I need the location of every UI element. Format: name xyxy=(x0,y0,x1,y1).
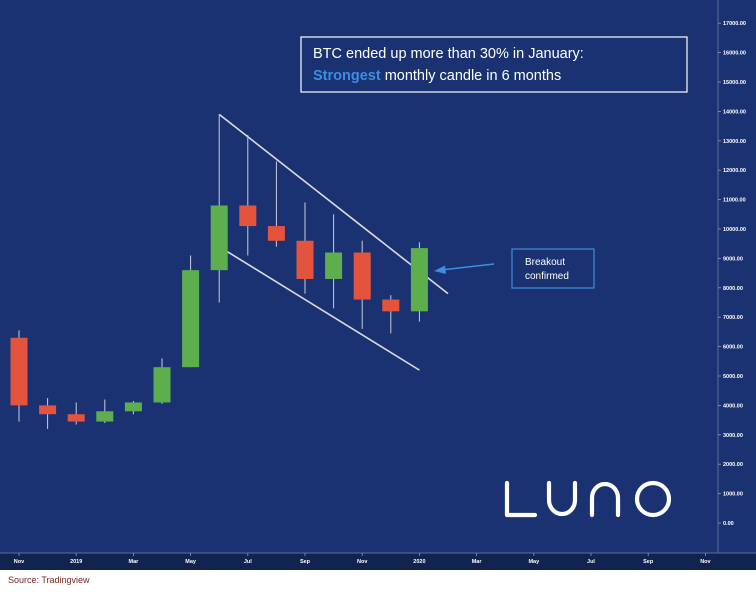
y-tick-label: 13000.00 xyxy=(723,139,746,145)
y-tick-label: 7000.00 xyxy=(723,315,743,321)
chart-background xyxy=(0,0,756,570)
breakout-line-2: confirmed xyxy=(525,271,569,282)
candle-down xyxy=(267,226,285,241)
y-tick-label: 14000.00 xyxy=(723,109,746,115)
y-tick-label: 0.00 xyxy=(723,521,734,527)
candle-up xyxy=(410,248,428,312)
y-tick-label: 5000.00 xyxy=(723,374,743,380)
source-caption: Source: Tradingview xyxy=(8,575,90,585)
y-tick-label: 9000.00 xyxy=(723,256,743,262)
y-tick-label: 15000.00 xyxy=(723,80,746,86)
annotation-line-1: BTC ended up more than 30% in January: xyxy=(313,46,584,62)
y-axis-ticks: 17000.00 16000.00 15000.00 14000.00 13000.00… xyxy=(718,21,746,527)
chart-area: 17000.00 16000.00 15000.00 14000.00 13000.00… xyxy=(0,0,756,570)
y-axis-strip xyxy=(718,0,756,553)
x-axis-ticks: Nov 2019 Mar May Jul Sep Nov 2020 Mar May Jul Sep No… xyxy=(14,553,712,565)
y-tick-label: 12000.00 xyxy=(723,168,746,174)
candle-down xyxy=(296,240,314,279)
candles-group xyxy=(10,114,428,429)
candle-down xyxy=(239,205,257,227)
candle-down xyxy=(382,299,400,312)
candle-up xyxy=(96,411,114,422)
y-tick-label: 17000.00 xyxy=(723,21,746,27)
x-tick-label: Mar xyxy=(129,559,140,565)
x-tick-label: Nov xyxy=(700,559,711,565)
y-tick-label: 1000.00 xyxy=(723,492,743,498)
descending-channel xyxy=(218,113,449,371)
breakout-arrow xyxy=(434,263,495,274)
x-tick-label: Jul xyxy=(587,559,595,565)
y-tick-label: 2000.00 xyxy=(723,462,743,468)
x-tick-label: 2020 xyxy=(413,559,425,565)
y-tick-label: 4000.00 xyxy=(723,403,743,409)
candle-down xyxy=(39,405,57,415)
annotation-line-2-rest: monthly candle in 6 months xyxy=(381,68,562,84)
y-tick-label: 6000.00 xyxy=(723,345,743,351)
channel-lower-line xyxy=(218,245,420,371)
candlestick-chart: 17000.00 16000.00 15000.00 14000.00 13000.00… xyxy=(0,0,756,570)
annotation-highlight: Strongest xyxy=(313,68,381,84)
x-tick-label: Nov xyxy=(357,559,368,565)
y-tick-label: 11000.00 xyxy=(723,198,746,204)
x-tick-label: Sep xyxy=(300,559,311,565)
channel-upper-line xyxy=(218,113,449,295)
annotation-box: BTC ended up more than 30% in January: S… xyxy=(300,36,688,93)
candle-up xyxy=(325,252,343,279)
x-tick-label: Jul xyxy=(244,559,252,565)
y-tick-label: 8000.00 xyxy=(723,286,743,292)
candle-up xyxy=(210,205,228,271)
x-tick-label: Sep xyxy=(643,559,654,565)
x-tick-label: May xyxy=(185,559,197,565)
y-tick-label: 3000.00 xyxy=(723,433,743,439)
annotation-line-2: Strongest monthly candle in 6 months xyxy=(313,68,561,84)
x-tick-label: 2019 xyxy=(70,559,82,565)
candle-up xyxy=(153,367,171,403)
x-tick-label: May xyxy=(528,559,540,565)
breakout-line-1: Breakout xyxy=(525,257,565,268)
candle-down xyxy=(10,337,28,406)
candle-up xyxy=(182,270,200,368)
x-axis-strip xyxy=(0,553,756,570)
candle-up xyxy=(124,402,142,412)
candle-down xyxy=(353,252,371,300)
x-tick-label: Nov xyxy=(14,559,25,565)
y-tick-label: 16000.00 xyxy=(723,51,746,57)
x-tick-label: Mar xyxy=(472,559,483,565)
breakout-box: Breakout confirmed xyxy=(511,248,595,289)
luno-logo xyxy=(504,480,672,518)
candle-down xyxy=(67,414,85,422)
y-tick-label: 10000.00 xyxy=(723,227,746,233)
